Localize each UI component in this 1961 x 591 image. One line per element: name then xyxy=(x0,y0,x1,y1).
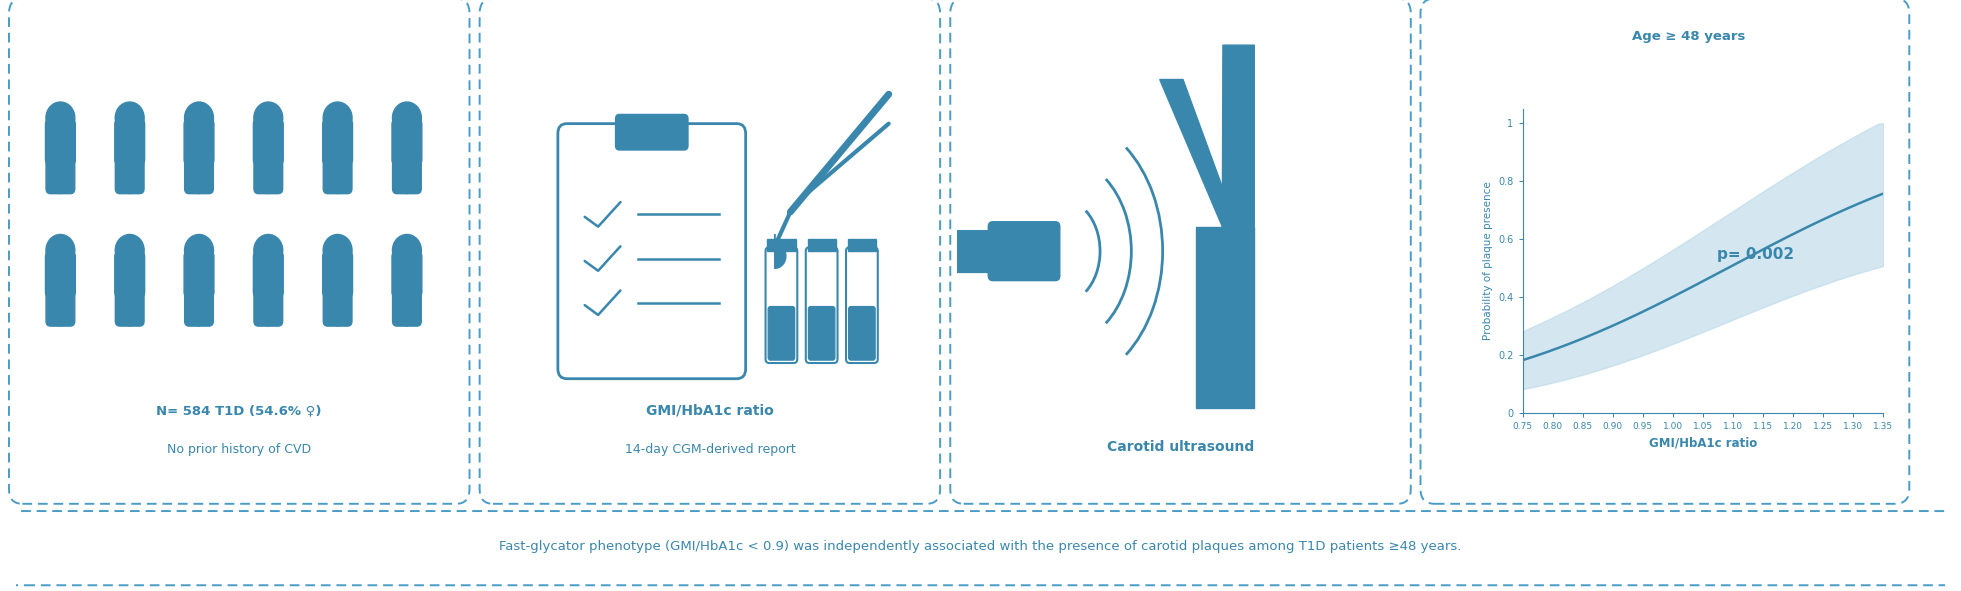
FancyBboxPatch shape xyxy=(806,247,837,363)
FancyBboxPatch shape xyxy=(324,252,353,297)
Text: N= 584 T1D (54.6% ♀): N= 584 T1D (54.6% ♀) xyxy=(157,404,322,417)
FancyBboxPatch shape xyxy=(1420,0,1910,504)
Circle shape xyxy=(184,235,214,266)
Polygon shape xyxy=(1159,79,1237,226)
FancyBboxPatch shape xyxy=(845,247,879,363)
FancyBboxPatch shape xyxy=(392,155,410,194)
FancyBboxPatch shape xyxy=(45,119,75,164)
FancyBboxPatch shape xyxy=(616,115,688,150)
FancyBboxPatch shape xyxy=(765,247,798,363)
FancyBboxPatch shape xyxy=(184,287,202,326)
FancyBboxPatch shape xyxy=(404,287,422,326)
Polygon shape xyxy=(1222,45,1255,226)
FancyBboxPatch shape xyxy=(255,287,273,326)
FancyBboxPatch shape xyxy=(392,119,422,164)
Text: Age ≥ 48 years: Age ≥ 48 years xyxy=(1632,31,1745,43)
FancyBboxPatch shape xyxy=(392,287,410,326)
Text: Carotid ultrasound: Carotid ultrasound xyxy=(1106,440,1255,454)
FancyBboxPatch shape xyxy=(333,155,351,194)
Circle shape xyxy=(253,102,282,134)
FancyBboxPatch shape xyxy=(324,155,341,194)
FancyBboxPatch shape xyxy=(265,155,282,194)
FancyBboxPatch shape xyxy=(184,252,214,297)
FancyBboxPatch shape xyxy=(951,0,1410,504)
FancyBboxPatch shape xyxy=(126,287,143,326)
Circle shape xyxy=(392,235,422,266)
FancyBboxPatch shape xyxy=(557,124,745,379)
Circle shape xyxy=(184,102,214,134)
FancyBboxPatch shape xyxy=(265,287,282,326)
Y-axis label: Probability of plaque presence: Probability of plaque presence xyxy=(1483,181,1492,340)
FancyBboxPatch shape xyxy=(45,287,65,326)
FancyBboxPatch shape xyxy=(324,287,341,326)
Text: No prior history of CVD: No prior history of CVD xyxy=(167,443,312,456)
FancyBboxPatch shape xyxy=(253,119,282,164)
FancyBboxPatch shape xyxy=(196,155,214,194)
FancyBboxPatch shape xyxy=(57,287,75,326)
Text: p= 0.002: p= 0.002 xyxy=(1718,248,1794,262)
Circle shape xyxy=(253,235,282,266)
FancyBboxPatch shape xyxy=(333,287,351,326)
FancyBboxPatch shape xyxy=(943,230,1004,272)
FancyBboxPatch shape xyxy=(116,119,145,164)
FancyBboxPatch shape xyxy=(392,252,422,297)
Circle shape xyxy=(45,102,75,134)
FancyBboxPatch shape xyxy=(184,155,202,194)
FancyBboxPatch shape xyxy=(404,155,422,194)
FancyBboxPatch shape xyxy=(10,0,469,504)
FancyBboxPatch shape xyxy=(324,119,353,164)
FancyBboxPatch shape xyxy=(45,252,75,297)
X-axis label: GMI/HbA1c ratio: GMI/HbA1c ratio xyxy=(1649,437,1757,450)
Circle shape xyxy=(324,235,353,266)
Polygon shape xyxy=(775,234,786,268)
FancyBboxPatch shape xyxy=(116,155,133,194)
FancyBboxPatch shape xyxy=(116,252,145,297)
Circle shape xyxy=(324,102,353,134)
Text: GMI/HbA1c ratio: GMI/HbA1c ratio xyxy=(645,404,775,418)
Circle shape xyxy=(116,235,145,266)
FancyBboxPatch shape xyxy=(126,155,143,194)
FancyBboxPatch shape xyxy=(184,119,214,164)
Circle shape xyxy=(45,235,75,266)
FancyBboxPatch shape xyxy=(480,0,939,504)
Text: Fast-glycator phenotype (GMI/HbA1c < 0.9) was independently associated with the : Fast-glycator phenotype (GMI/HbA1c < 0.9… xyxy=(500,540,1461,553)
Text: 14-day CGM-derived report: 14-day CGM-derived report xyxy=(624,443,796,456)
Circle shape xyxy=(116,102,145,134)
FancyBboxPatch shape xyxy=(57,155,75,194)
FancyBboxPatch shape xyxy=(45,155,65,194)
FancyBboxPatch shape xyxy=(808,307,835,360)
FancyBboxPatch shape xyxy=(255,155,273,194)
FancyBboxPatch shape xyxy=(769,307,794,360)
Bar xyxy=(767,239,796,251)
FancyBboxPatch shape xyxy=(988,222,1059,281)
FancyBboxPatch shape xyxy=(116,287,133,326)
Bar xyxy=(808,239,835,251)
Bar xyxy=(847,239,877,251)
FancyBboxPatch shape xyxy=(253,252,282,297)
FancyBboxPatch shape xyxy=(849,307,875,360)
FancyBboxPatch shape xyxy=(196,287,214,326)
FancyBboxPatch shape xyxy=(0,511,1961,585)
Circle shape xyxy=(392,102,422,134)
Polygon shape xyxy=(1196,226,1255,408)
